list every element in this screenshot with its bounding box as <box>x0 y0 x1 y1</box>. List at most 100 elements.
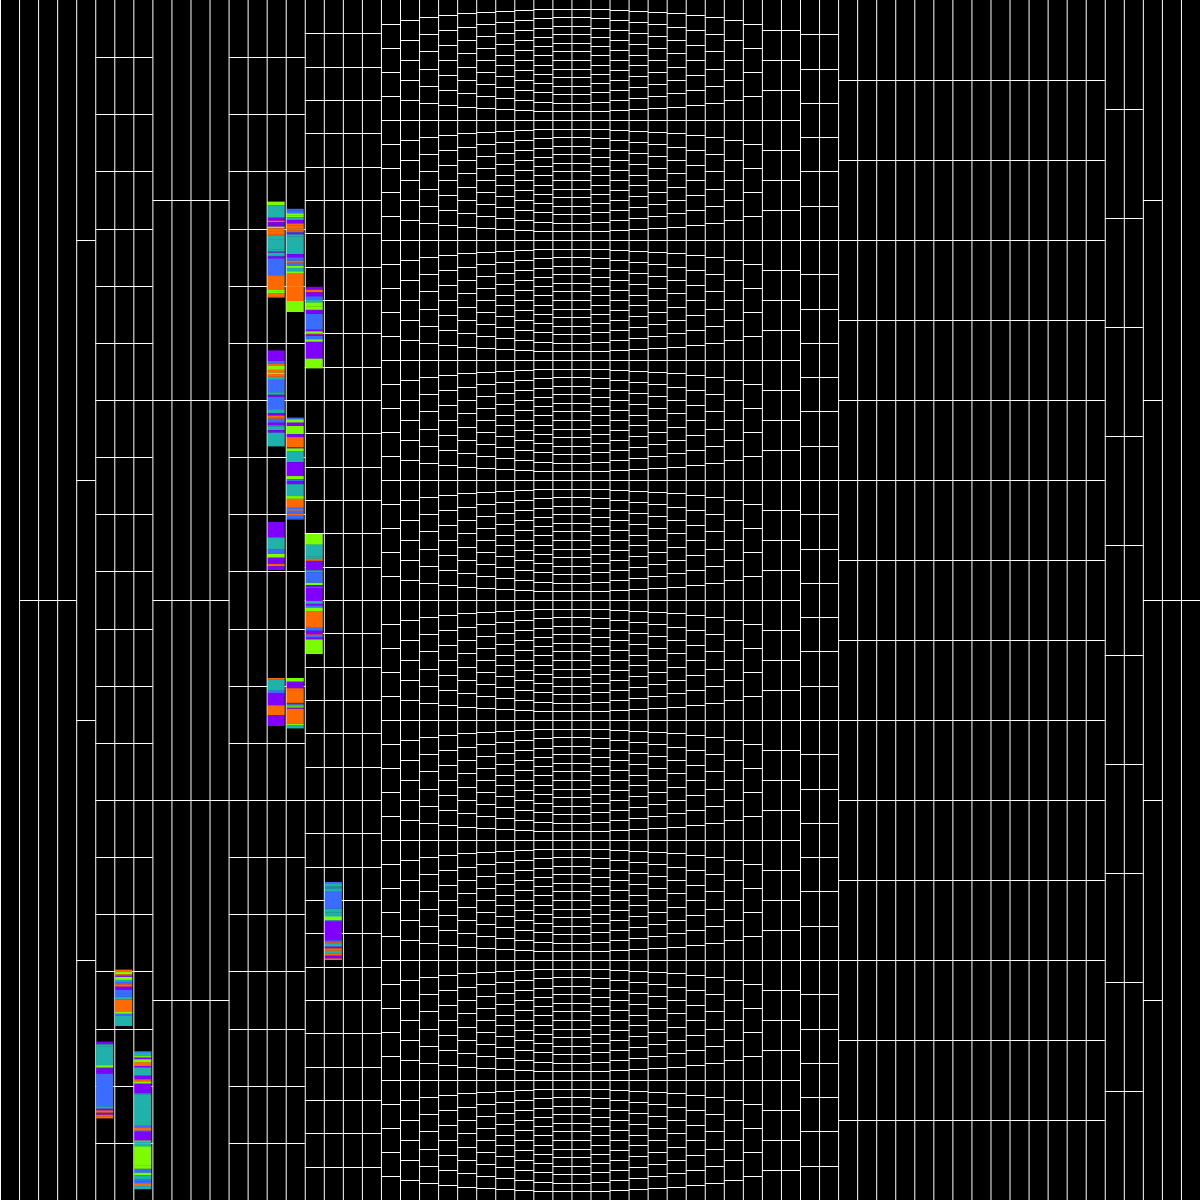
block-stripe <box>305 560 323 571</box>
block-stripe <box>305 313 323 330</box>
block-stripe <box>286 448 304 452</box>
block-stripe <box>134 1175 152 1179</box>
grid-column <box>304 0 324 1200</box>
block-stripe <box>267 235 285 240</box>
block-stripe <box>305 289 323 293</box>
block-stripe <box>324 953 342 956</box>
grid-column <box>1104 0 1124 1200</box>
block-stripe <box>324 883 342 887</box>
highlight-block <box>286 208 304 312</box>
block-stripe <box>286 217 304 220</box>
block-stripe <box>115 979 133 982</box>
block-stripe <box>134 1075 152 1080</box>
block-stripe <box>267 369 285 373</box>
block-stripe <box>324 946 342 949</box>
block-stripe <box>115 1015 133 1026</box>
block-stripe <box>267 392 285 395</box>
highlight-block <box>115 969 133 1026</box>
block-stripe <box>267 690 285 694</box>
grid-column <box>514 0 534 1200</box>
block-stripe <box>305 635 323 638</box>
block-stripe <box>286 273 304 287</box>
block-stripe <box>134 1146 152 1166</box>
block-stripe <box>267 360 285 364</box>
highlight-blocks <box>96 201 342 1190</box>
block-stripe <box>267 256 285 259</box>
block-stripe <box>96 1108 114 1111</box>
grid-column <box>380 0 400 1200</box>
block-stripe <box>305 286 323 290</box>
block-stripe <box>286 502 304 506</box>
block-stripe <box>267 715 285 726</box>
highlight-block <box>134 1051 152 1190</box>
block-stripe <box>134 1052 152 1057</box>
block-stripe <box>286 260 304 263</box>
grid-column <box>876 0 896 1200</box>
block-stripe <box>267 428 285 431</box>
block-stripe <box>286 219 304 224</box>
block-stripe <box>267 553 285 558</box>
block-stripe <box>286 300 304 312</box>
block-stripe <box>286 462 304 477</box>
grid-column <box>19 0 39 1200</box>
block-stripe <box>96 1068 114 1072</box>
block-stripe <box>324 922 342 941</box>
block-stripe <box>267 231 285 235</box>
block-stripe <box>286 231 304 233</box>
grid-column <box>361 0 381 1200</box>
block-stripe <box>305 306 323 310</box>
grid-column <box>723 0 743 1200</box>
block-stripe <box>134 1093 152 1095</box>
grid-column <box>1066 0 1086 1200</box>
block-stripe <box>286 681 304 685</box>
block-stripe <box>267 372 285 375</box>
block-stripe <box>286 434 304 438</box>
block-stripe <box>267 249 285 252</box>
block-stripe <box>134 1065 152 1068</box>
block-stripe <box>286 481 304 485</box>
block-stripe <box>267 522 285 538</box>
block-stripe <box>286 707 304 709</box>
block-stripe <box>134 1051 152 1053</box>
block-stripe <box>115 999 133 1012</box>
block-stripe <box>96 1106 114 1109</box>
block-stripe <box>134 1165 152 1169</box>
block-stripe <box>267 201 285 206</box>
block-stripe <box>286 234 304 237</box>
block-stripe <box>267 205 285 218</box>
highlight-block <box>286 678 304 729</box>
block-stripe <box>305 639 323 652</box>
grid-column <box>285 0 305 1200</box>
highlight-block <box>267 522 285 570</box>
grid-column <box>57 0 77 1200</box>
block-stripe <box>96 1073 114 1093</box>
block-stripe <box>286 706 304 708</box>
block-stripe <box>324 950 342 954</box>
block-stripe <box>286 265 304 268</box>
block-stripe <box>267 693 285 706</box>
block-stripe <box>134 1172 152 1176</box>
block-stripe <box>267 537 285 550</box>
grid-column <box>171 0 191 1200</box>
block-stripe <box>267 552 285 554</box>
block-stripe <box>96 1114 114 1117</box>
block-stripe <box>267 432 285 447</box>
block-stripe <box>115 974 133 976</box>
block-stripe <box>134 1141 152 1144</box>
block-stripe <box>286 230 304 232</box>
block-stripe <box>305 335 323 340</box>
block-stripe <box>324 955 342 959</box>
block-stripe <box>267 415 285 418</box>
grid-column <box>266 0 286 1200</box>
grid-column <box>742 0 762 1200</box>
block-stripe <box>134 1186 152 1190</box>
block-stripe <box>324 912 342 915</box>
block-stripe <box>115 975 133 977</box>
block-stripe <box>286 690 304 703</box>
block-stripe <box>115 993 133 997</box>
block-stripe <box>267 224 285 227</box>
block-stripe <box>324 920 342 922</box>
grid-column <box>152 0 172 1200</box>
block-stripe <box>324 888 342 892</box>
